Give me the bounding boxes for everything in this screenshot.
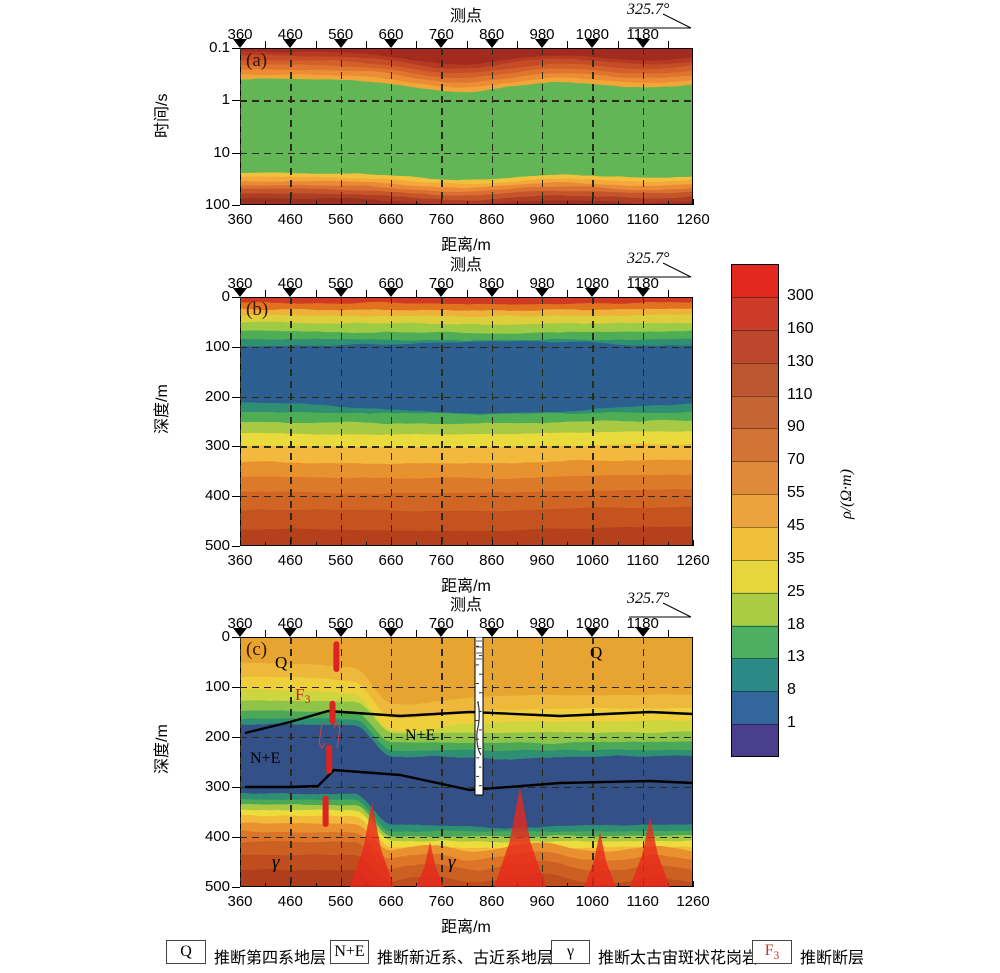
svg-text:N+E: N+E: [405, 727, 435, 744]
svg-text:Q: Q: [275, 653, 287, 672]
svg-text:γ: γ: [272, 852, 280, 873]
svg-text:Q: Q: [590, 643, 602, 662]
svg-text:F3: F3: [295, 685, 310, 706]
svg-text:γ: γ: [448, 852, 456, 873]
svg-text:N+E: N+E: [250, 750, 280, 767]
